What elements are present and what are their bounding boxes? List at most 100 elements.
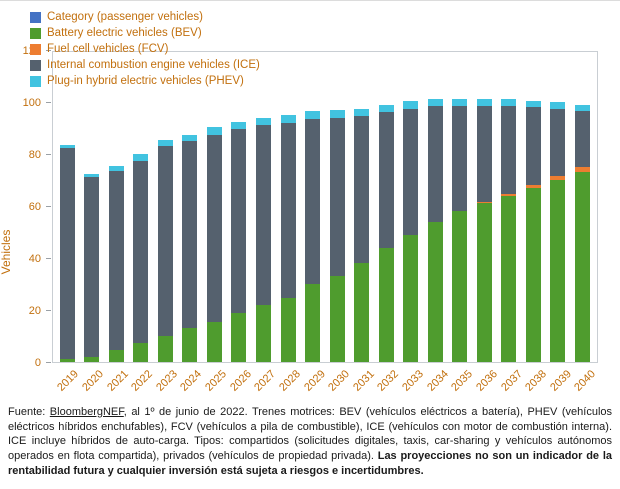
bar-segment: [354, 108, 370, 117]
bar-2021: [108, 165, 124, 362]
bar-2028: [280, 115, 296, 362]
x-tick-label: 2027: [252, 368, 279, 394]
bar-segment: [133, 342, 149, 362]
bar-segment: [427, 99, 443, 106]
footer-source-link[interactable]: BloombergNEF: [49, 406, 124, 418]
bar-2024: [182, 134, 198, 362]
x-tick-label: 2032: [375, 368, 402, 394]
x-tick-slot: 2021: [105, 364, 131, 404]
legend-item: Internal combustion engine vehicles (ICE…: [30, 59, 260, 72]
y-tick-label: 0: [34, 357, 41, 369]
bar-segment: [206, 134, 222, 322]
bar-segment: [574, 104, 590, 112]
bar-segment: [501, 194, 517, 196]
bar-segment: [157, 336, 173, 362]
bar-2020: [84, 173, 100, 362]
bar-segment: [206, 126, 222, 135]
x-tick-label: 2029: [301, 368, 328, 394]
bar-segment: [305, 111, 321, 119]
bar-segment: [403, 100, 419, 109]
y-axis: Vehicles 020406080100120: [0, 45, 52, 369]
x-tick-slot: 2026: [228, 364, 254, 404]
bar-segment: [305, 284, 321, 362]
plot-area: [52, 51, 598, 363]
x-tick-slot: 2028: [277, 364, 303, 404]
bar-segment: [476, 202, 492, 204]
y-tick-mark: [46, 362, 51, 363]
x-tick-label: 2020: [80, 368, 106, 394]
x-tick-slot: 2022: [129, 364, 155, 404]
bar-segment: [525, 187, 541, 362]
bar-segment: [574, 111, 590, 168]
bar-segment: [427, 221, 443, 362]
bar-2039: [550, 102, 566, 362]
footer-body: , al 1º de junio de 2022. Trenes motrice…: [8, 406, 613, 463]
bar-2033: [403, 100, 419, 362]
bar-segment: [231, 129, 247, 313]
bar-segment: [182, 328, 198, 362]
legend-item: Fuel cell vehicles (FCV): [30, 43, 260, 56]
bar-segment: [550, 176, 566, 180]
bar-2022: [133, 154, 149, 362]
legend-label: Battery electric vehicles (BEV): [47, 27, 202, 39]
bar-segment: [256, 117, 272, 126]
x-tick-label: 2031: [350, 368, 377, 394]
bar-segment: [206, 321, 222, 362]
x-tick-label: 2040: [572, 368, 599, 394]
x-tick-label: 2038: [523, 368, 550, 394]
stacked-bar-chart: Category (passenger vehicles) Battery ele…: [0, 7, 620, 405]
bar-segment: [231, 121, 247, 130]
bar-segment: [501, 99, 517, 106]
x-tick-label: 2021: [104, 368, 131, 394]
x-tick-label: 2039: [547, 368, 574, 394]
bar-2026: [231, 121, 247, 362]
bar-segment: [525, 107, 541, 186]
bar-segment: [280, 122, 296, 299]
bars: [53, 52, 597, 362]
bar-2040: [574, 104, 590, 362]
bar-segment: [574, 167, 590, 173]
legend-swatch: [30, 76, 41, 87]
legend: Category (passenger vehicles) Battery ele…: [30, 11, 260, 91]
y-tick-mark: [46, 206, 51, 207]
bar-2030: [329, 109, 345, 362]
x-tick-slot: 2039: [548, 364, 574, 404]
bar-segment: [84, 356, 100, 362]
bar-segment: [378, 104, 394, 113]
bar-2031: [354, 108, 370, 362]
x-tick-label: 2030: [326, 368, 353, 394]
x-tick-slot: 2031: [351, 364, 377, 404]
bar-2034: [427, 99, 443, 362]
bar-segment: [157, 146, 173, 336]
footer-note: Fuente: BloombergNEF, al 1º de junio de …: [8, 405, 612, 479]
bar-2035: [452, 99, 468, 362]
bar-segment: [550, 180, 566, 362]
bar-2019: [59, 144, 75, 362]
bar-segment: [256, 304, 272, 362]
legend-label: Fuel cell vehicles (FCV): [47, 43, 169, 55]
bar-segment: [574, 172, 590, 362]
x-tick-slot: 2019: [55, 364, 81, 404]
x-tick-slot: 2029: [302, 364, 328, 404]
legend-label: Category (passenger vehicles): [47, 11, 203, 23]
bar-segment: [133, 154, 149, 161]
y-tick-mark: [46, 310, 51, 311]
x-tick-slot: 2027: [252, 364, 278, 404]
legend-label: Internal combustion engine vehicles (ICE…: [47, 59, 260, 71]
x-tick-label: 2025: [203, 368, 230, 394]
x-tick-slot: 2035: [449, 364, 475, 404]
bar-segment: [182, 134, 198, 142]
bar-segment: [84, 173, 100, 178]
bar-segment: [403, 108, 419, 235]
x-tick-label: 2028: [277, 368, 303, 394]
bar-segment: [329, 109, 345, 118]
x-tick-slot: 2023: [154, 364, 180, 404]
bar-segment: [550, 102, 566, 109]
legend-label: Plug-in hybrid electric vehicles (PHEV): [47, 75, 244, 87]
y-tick-label: 80: [28, 149, 41, 161]
bar-segment: [108, 165, 124, 171]
bar-segment: [476, 203, 492, 362]
x-tick-slot: 2034: [425, 364, 451, 404]
bar-segment: [403, 234, 419, 362]
